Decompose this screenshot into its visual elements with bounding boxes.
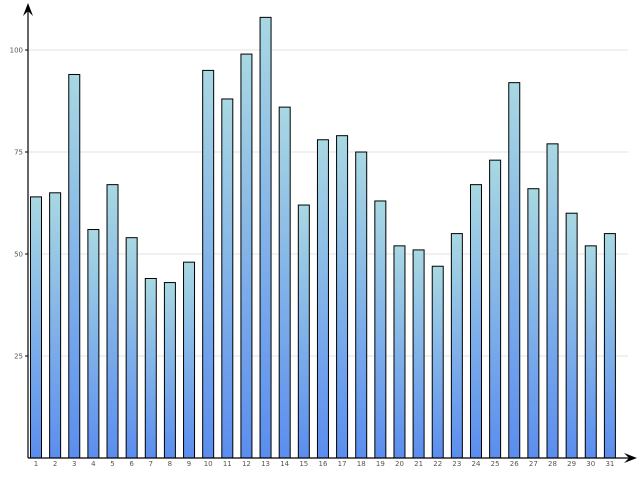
x-tick-label: 23 bbox=[452, 460, 461, 468]
y-tick-label: 75 bbox=[14, 149, 23, 157]
bar-3 bbox=[68, 73, 81, 459]
x-tick-label: 21 bbox=[414, 460, 423, 468]
y-axis-arrowhead bbox=[23, 3, 33, 16]
x-tick-label: 4 bbox=[91, 460, 96, 468]
bar-21 bbox=[412, 249, 425, 459]
x-tick-label: 26 bbox=[510, 460, 519, 468]
x-tick-label: 11 bbox=[223, 460, 232, 468]
bar-14 bbox=[278, 106, 291, 459]
bar-15 bbox=[297, 204, 310, 459]
x-tick-label: 28 bbox=[548, 460, 557, 468]
x-tick-label: 10 bbox=[204, 460, 213, 468]
x-axis-arrowhead bbox=[624, 453, 637, 463]
bar-23 bbox=[450, 233, 463, 459]
x-tick-label: 5 bbox=[110, 460, 114, 468]
bar-20 bbox=[393, 245, 406, 459]
bars bbox=[30, 16, 616, 459]
x-tick-label: 24 bbox=[472, 460, 481, 468]
x-tick-label: 17 bbox=[338, 460, 347, 468]
bar-1 bbox=[30, 196, 42, 459]
bar-12 bbox=[240, 53, 253, 459]
bar-6 bbox=[125, 237, 138, 459]
x-tick-label: 13 bbox=[261, 460, 270, 468]
x-tick-label: 3 bbox=[72, 460, 76, 468]
x-tick-label: 1 bbox=[34, 460, 38, 468]
bar-7 bbox=[144, 277, 157, 459]
x-tick-label: 30 bbox=[586, 460, 595, 468]
x-tick-label: 16 bbox=[318, 460, 327, 468]
axes bbox=[23, 3, 637, 463]
x-tick-label: 12 bbox=[242, 460, 251, 468]
bar-30 bbox=[584, 245, 597, 459]
bar-4 bbox=[87, 229, 100, 459]
bar-17 bbox=[336, 135, 349, 459]
bar-2 bbox=[49, 192, 62, 459]
y-tick-label: 100 bbox=[10, 47, 23, 55]
bar-29 bbox=[565, 212, 578, 459]
x-tick-label: 15 bbox=[299, 460, 308, 468]
x-tick-label: 2 bbox=[53, 460, 57, 468]
x-tick-labels: 1 2 3 4 5 6 7 8 9 10 11 12 13 14 15 16 17 18 19 20 21 22 23 24 2… bbox=[34, 460, 615, 468]
x-tick-label: 31 bbox=[605, 460, 614, 468]
bar-13 bbox=[259, 16, 272, 459]
bar-26 bbox=[508, 82, 521, 459]
bar-10 bbox=[202, 69, 215, 459]
y-tick-label: 25 bbox=[14, 353, 23, 361]
x-tick-label: 25 bbox=[491, 460, 500, 468]
bar-11 bbox=[221, 98, 234, 459]
x-tick-label: 9 bbox=[187, 460, 191, 468]
x-tick-label: 14 bbox=[280, 460, 289, 468]
x-tick-label: 6 bbox=[129, 460, 134, 468]
bar-8 bbox=[163, 282, 176, 459]
x-tick-label: 19 bbox=[376, 460, 385, 468]
y-tick-labels: 25 50 75 100 bbox=[10, 47, 23, 361]
x-tick-label: 7 bbox=[149, 460, 153, 468]
x-tick-label: 8 bbox=[168, 460, 172, 468]
bar-28 bbox=[546, 143, 559, 459]
x-tick-label: 20 bbox=[395, 460, 404, 468]
bar-16 bbox=[316, 139, 329, 459]
bar-18 bbox=[355, 151, 368, 459]
bar-9 bbox=[183, 261, 196, 459]
bar-27 bbox=[527, 188, 540, 459]
x-tick-label: 22 bbox=[433, 460, 442, 468]
bar-25 bbox=[489, 159, 502, 459]
x-tick-label: 18 bbox=[357, 460, 366, 468]
bar-19 bbox=[374, 200, 387, 459]
bar-5 bbox=[106, 184, 119, 459]
bar-31 bbox=[603, 233, 616, 459]
bar-22 bbox=[431, 265, 444, 459]
x-tick-label: 29 bbox=[567, 460, 576, 468]
y-tick-label: 50 bbox=[14, 251, 23, 259]
x-tick-label: 27 bbox=[529, 460, 538, 468]
bar-24 bbox=[469, 184, 482, 459]
